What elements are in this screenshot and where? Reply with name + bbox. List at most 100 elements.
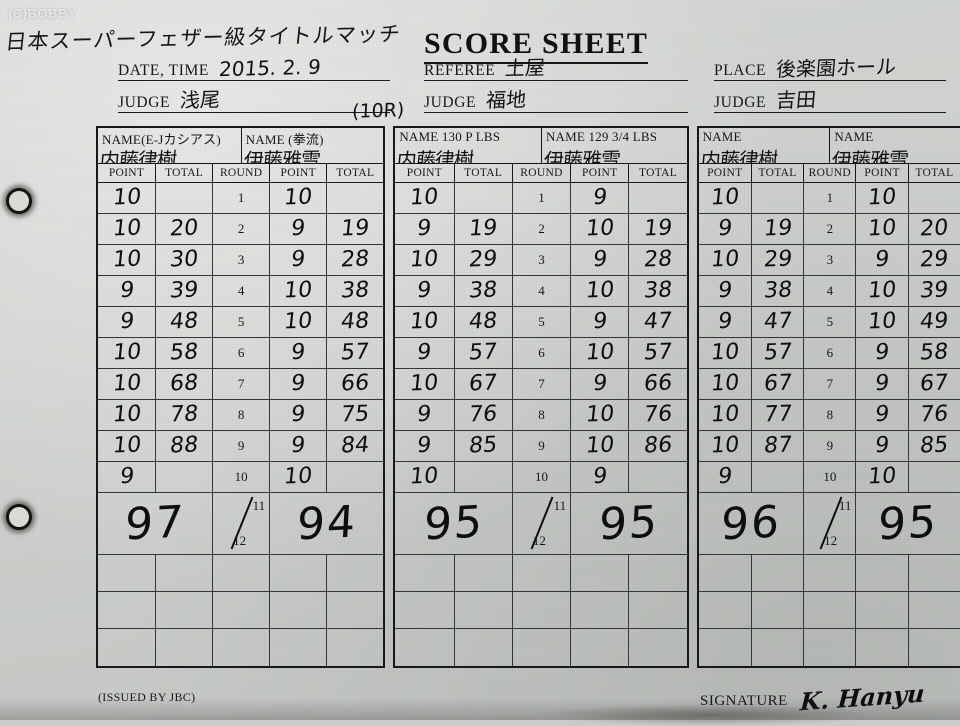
signature-block: SIGNATURE K. Hanyu [700, 679, 925, 717]
cell-blue-point: 9 [570, 245, 628, 275]
cell-blue-point-value: 10 [584, 339, 616, 366]
cell-blue-point: 9 [269, 431, 326, 461]
blank-row [395, 555, 687, 592]
blank-cell [395, 629, 453, 666]
boxer-name-blue-corner: 伊藤雅雪 [542, 147, 621, 163]
blank-cell [570, 592, 628, 628]
cell-red-total: 29 [750, 245, 803, 275]
blank-cell [699, 555, 751, 591]
final-total-red: 96 [699, 493, 804, 554]
score-row: 10 87 9 9 85 [698, 431, 960, 462]
column-header-point-3: POINT [269, 163, 326, 182]
blank-cell [453, 555, 512, 591]
score-row: 9 48 5 10 48 [98, 307, 384, 338]
cell-red-total: 68 [155, 369, 212, 399]
cell-red-point: 9 [699, 307, 751, 337]
cell-red-point: 10 [98, 431, 155, 461]
field-place-label: PLACE [714, 61, 767, 79]
cell-red-point: 10 [699, 431, 751, 461]
cell-red-point: 10 [98, 338, 155, 368]
blank-cell [453, 592, 512, 628]
cell-red-total-value: 29 [467, 246, 499, 273]
rounds-note: (10R) [351, 99, 405, 123]
cell-blue-point: 9 [570, 462, 628, 492]
cell-red-point-value: 10 [409, 184, 440, 211]
cell-round-no: 4 [511, 276, 570, 306]
cell-round-no: 4 [212, 276, 269, 306]
cell-red-point: 10 [699, 245, 751, 275]
cell-red-point-value: 10 [409, 463, 440, 490]
round-fraction-top: 11 [838, 498, 852, 513]
cell-blue-point: 10 [570, 400, 628, 430]
cell-red-point: 9 [699, 214, 751, 244]
cell-red-total-value: 78 [168, 401, 200, 428]
final-round-fraction: 11 12 [803, 493, 855, 554]
cell-blue-point-value: 9 [873, 370, 891, 397]
final-total-red-value: 95 [422, 495, 486, 551]
cell-blue-total [628, 183, 686, 213]
cell-blue-point: 10 [570, 338, 628, 368]
cell-red-point: 10 [395, 245, 453, 275]
score-row: 10 77 8 9 76 [698, 400, 960, 431]
cell-red-total: 30 [155, 245, 212, 275]
blank-cell [212, 555, 269, 591]
cell-red-point: 9 [395, 214, 453, 244]
cell-blue-total-value: 38 [339, 277, 371, 304]
cell-blue-point-value: 10 [866, 277, 898, 304]
cell-blue-total [628, 462, 686, 492]
cell-red-total: 57 [453, 338, 512, 368]
cell-red-point: 10 [395, 307, 453, 337]
score-row: 10 30 3 9 28 [98, 245, 384, 276]
boxer-name-red-corner: 内藤律樹 [396, 147, 475, 163]
cell-blue-total-value: 76 [642, 401, 674, 428]
cell-blue-total-value: 29 [919, 246, 950, 273]
field-judge-1: JUDGE 浅尾 [118, 87, 390, 113]
blank-cell [855, 592, 907, 628]
cell-red-point: 9 [699, 276, 751, 306]
blank-cell [395, 592, 453, 628]
cell-blue-point: 10 [855, 183, 907, 213]
event-title: 日本スーパーフェザー級タイトルマッチ [4, 21, 403, 55]
cell-round-no: 4 [803, 276, 855, 306]
final-total-row: 95 11 12 95 [395, 493, 687, 555]
cell-blue-point-value: 9 [591, 308, 609, 335]
cell-blue-point-value: 9 [591, 184, 609, 211]
cell-red-total [750, 462, 803, 492]
cell-red-point-value: 9 [716, 308, 734, 335]
cell-red-point-value: 10 [111, 246, 142, 273]
score-row: 10 29 3 9 29 [698, 245, 960, 276]
blank-cell [98, 555, 155, 591]
score-row: 10 67 7 9 66 [395, 369, 687, 400]
cell-blue-point: 10 [855, 462, 907, 492]
boxer-name-blue-corner: 伊藤雅雪 [242, 147, 321, 163]
cell-red-total: 38 [453, 276, 512, 306]
field-judge-3: JUDGE 吉田 [714, 87, 946, 113]
cell-red-total-value: 19 [467, 215, 499, 242]
column-header-total-1: TOTAL [155, 163, 212, 182]
cell-red-total-value: 39 [168, 277, 200, 304]
signature-value: K. Hanyu [799, 678, 926, 717]
name-label-red-corner: NAME [702, 129, 742, 144]
blank-cell [628, 592, 686, 628]
cell-round-no: 5 [803, 307, 855, 337]
cell-blue-point-value: 9 [289, 339, 307, 366]
cell-round-no: 9 [212, 431, 269, 461]
cell-red-total: 58 [155, 338, 212, 368]
cell-red-point-value: 10 [111, 370, 142, 397]
cell-blue-total: 28 [628, 245, 686, 275]
cell-blue-total: 49 [907, 307, 960, 337]
cell-blue-point: 9 [855, 338, 907, 368]
blank-cell [326, 629, 383, 666]
copyright-watermark: (C)BOBBY [8, 6, 77, 21]
blank-cell [155, 555, 212, 591]
cell-red-total-value: 85 [467, 432, 499, 459]
blank-cell [699, 592, 751, 628]
field-referee-label: REFEREE [424, 61, 496, 79]
score-row: 10 1 10 [98, 183, 384, 214]
cell-round-no: 10 [212, 462, 269, 492]
field-judge-2: JUDGE 福地 [424, 87, 688, 113]
cell-blue-point-value: 9 [591, 246, 609, 273]
cell-red-point: 9 [395, 338, 453, 368]
cell-blue-total: 58 [907, 338, 960, 368]
cell-red-point: 9 [395, 276, 453, 306]
